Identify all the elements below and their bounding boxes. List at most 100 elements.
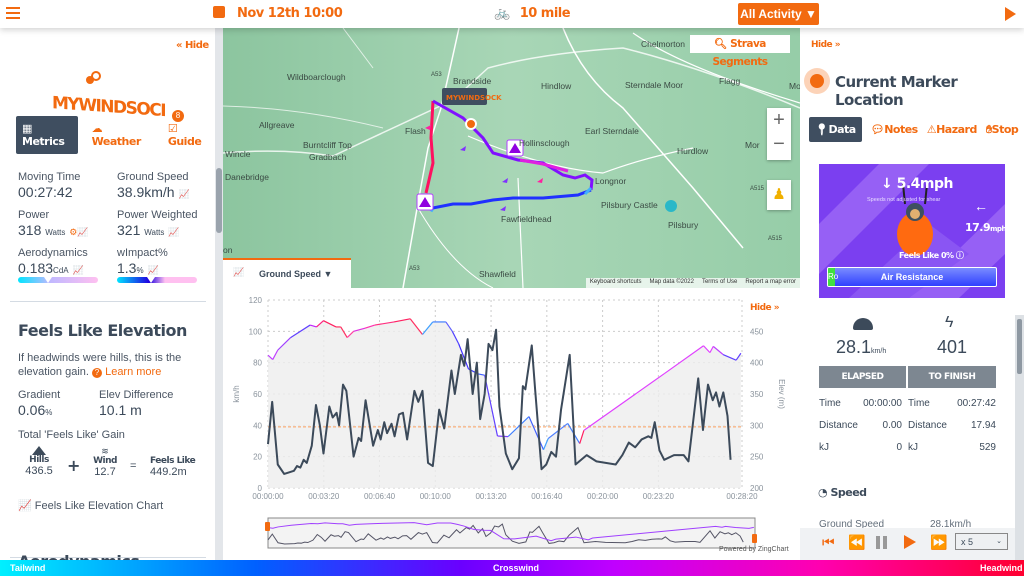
strava-segments-button[interactable]: 🔍︎ Strava Segments <box>690 35 790 68</box>
tab-metrics[interactable]: ▦ Metrics <box>16 116 78 154</box>
chart-icon[interactable]: 📈 <box>77 227 89 237</box>
elevation-line-segment <box>364 324 375 329</box>
mountain-icon <box>32 446 46 455</box>
hamburger-menu-icon[interactable] <box>6 5 20 19</box>
elevation-line-segment <box>267 354 274 360</box>
elevation-line-segment <box>445 321 453 332</box>
y2-tick-label: 400 <box>750 359 764 368</box>
fast-forward-icon[interactable]: ⏩ <box>930 534 948 550</box>
stat-value: 529 <box>979 442 996 453</box>
headwind-speed: ↓ 5.4mph <box>881 176 953 192</box>
tab-stop[interactable]: ✋︎Stop <box>985 122 1019 137</box>
zingchart-credit[interactable]: Powered by ZingChart <box>719 546 789 553</box>
feels-like-label: Feels Like <box>150 456 196 466</box>
elevation-line-segment <box>309 324 317 328</box>
keyboard-shortcuts-link[interactable]: Keyboard shortcuts <box>589 279 642 285</box>
report-error-link[interactable]: Report a map error <box>745 279 796 285</box>
comment-icon: 💬︎ <box>870 123 885 136</box>
hide-chart-button[interactable]: Hide » <box>750 303 780 313</box>
chart-metric-selector[interactable]: 📈 Ground Speed ▼ <box>223 258 351 288</box>
speed-row-label: Ground Speed <box>819 519 885 530</box>
elevation-line-segment <box>583 372 666 431</box>
divider <box>10 557 206 558</box>
street-view-pegman-icon[interactable]: ♟ <box>767 180 791 210</box>
chart-icon[interactable]: 📈 <box>168 227 180 237</box>
to-finish-button[interactable]: TO FINISH <box>908 366 996 388</box>
tab-data[interactable]: 📍︎Data <box>809 117 862 142</box>
value: 28.1 <box>836 337 872 357</box>
svg-text:MYWINDSOCK: MYWINDSOCK <box>52 93 165 118</box>
elevation-line-segment <box>374 321 395 326</box>
stat-value: 0.00 <box>882 420 902 431</box>
elevation-line-segment <box>346 330 355 339</box>
metric-label: wImpact% <box>117 247 168 259</box>
pause-icon[interactable] <box>876 536 887 549</box>
map[interactable]: MYWINDSOCK Wildboarclough Brandside Hind… <box>223 28 800 288</box>
zoom-controls: + − <box>767 108 791 160</box>
right-panel: Hide » Current Marker Location 📍︎Data 💬︎… <box>800 28 1024 560</box>
hills-value: 436.5 <box>25 465 53 477</box>
stat-label: Time <box>908 398 930 409</box>
hide-left-panel-button[interactable]: « Hide <box>176 40 209 51</box>
play-icon[interactable] <box>904 535 916 549</box>
tab-notes[interactable]: 💬︎Notes <box>871 123 918 136</box>
navigator-handle-right[interactable] <box>752 534 757 543</box>
tab-label: Guide <box>167 135 202 148</box>
date-selector[interactable]: Nov 12th 10:00 <box>213 6 343 21</box>
y-tick-label: 100 <box>249 327 263 336</box>
navigator-handle-left[interactable] <box>265 522 270 531</box>
map-place: Brandside <box>453 76 492 86</box>
play-icon[interactable] <box>1005 7 1016 21</box>
distance-display[interactable]: 🚲 10 mile <box>494 6 571 21</box>
elevation-line-segment <box>542 438 549 451</box>
chart-icon[interactable]: 📈 <box>72 265 84 275</box>
speedometer-icon: ◔ <box>818 486 831 499</box>
left-scrollbar[interactable] <box>215 28 223 560</box>
tab-weather[interactable]: ☁ Weather <box>86 116 154 154</box>
zoom-out-button[interactable]: − <box>773 133 785 155</box>
help-icon[interactable]: ? <box>92 368 103 378</box>
map-place: Mor <box>745 140 760 150</box>
wind-legend-bar: Tailwind Crosswind Headwind <box>0 560 1024 576</box>
terms-link[interactable]: Terms of Use <box>701 279 738 285</box>
stat-label: Time <box>819 398 841 409</box>
y-tick-label: 120 <box>249 296 263 305</box>
aerodynamics-bar <box>18 277 98 283</box>
stat-label: Distance <box>819 420 858 431</box>
metric-value: 38.9km/h <box>117 184 175 200</box>
elapsed-button[interactable]: ELAPSED <box>819 366 906 388</box>
chart-icon[interactable]: 📈 <box>178 189 190 199</box>
skip-to-start-icon[interactable]: ⏮ <box>822 534 834 550</box>
feels-like-block: Feels Like 449.2m <box>150 456 196 478</box>
metric-unit: % <box>136 266 144 275</box>
hand-icon: ✋︎ <box>985 122 992 136</box>
stat-value: 00:00:00 <box>863 398 902 409</box>
right-scrollbar[interactable] <box>1015 315 1024 560</box>
chart-icon[interactable]: 📈 <box>147 265 159 275</box>
wind-icon: ≋ <box>101 446 109 456</box>
activity-filter-dropdown[interactable]: All Activity ▼ <box>738 3 819 25</box>
tab-hazard[interactable]: ⚠Hazard <box>927 123 978 136</box>
metric-value: 321 <box>117 222 141 238</box>
gear-icon[interactable]: ⚙ <box>69 227 78 237</box>
learn-more-link[interactable]: Learn more <box>105 366 162 378</box>
speed-elevation-chart[interactable]: 0 20 40 60 80 100 120 200 250 300 350 400 450 00:00:0… <box>223 258 800 560</box>
elevation-line-segment <box>290 324 311 339</box>
aerodynamics-heading: Aerodynamics <box>18 552 140 560</box>
info-icon[interactable]: ⓘ <box>955 251 964 260</box>
hide-right-panel-button[interactable]: Hide » <box>811 40 841 50</box>
metric-label: Power <box>18 209 50 221</box>
playback-speed-select[interactable]: x 5 ⌄ <box>955 533 1008 550</box>
tab-guide[interactable]: ☑ Guide <box>162 116 215 154</box>
zoom-in-button[interactable]: + <box>773 109 785 131</box>
y-tick-label: 40 <box>253 421 262 430</box>
fle-chart-link[interactable]: 📈 Feels Like Elevation Chart <box>18 499 163 512</box>
metric-unit: % <box>45 408 53 417</box>
rewind-icon[interactable]: ⏪ <box>848 534 866 550</box>
unit: km/h <box>871 348 887 355</box>
elevation-line-segment <box>528 416 545 451</box>
y2-tick-label: 450 <box>750 327 764 336</box>
svg-text:MYWINDSOCK: MYWINDSOCK <box>446 94 502 102</box>
feels-like-value: 449.2m <box>150 466 187 478</box>
elevation-line-segment <box>272 349 279 360</box>
